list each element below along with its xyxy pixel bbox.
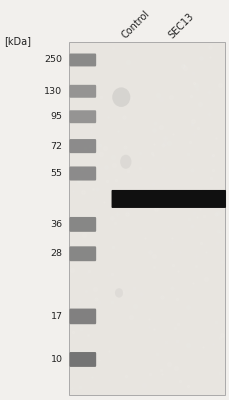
Text: SEC13: SEC13: [166, 11, 195, 40]
FancyBboxPatch shape: [69, 54, 96, 66]
Text: Control: Control: [120, 8, 152, 40]
FancyBboxPatch shape: [69, 166, 96, 180]
FancyBboxPatch shape: [69, 246, 96, 261]
FancyBboxPatch shape: [69, 217, 96, 232]
FancyBboxPatch shape: [69, 42, 225, 395]
Text: 130: 130: [44, 87, 63, 96]
Ellipse shape: [115, 288, 123, 298]
FancyBboxPatch shape: [69, 308, 96, 324]
Text: 55: 55: [50, 169, 63, 178]
Text: [kDa]: [kDa]: [4, 36, 31, 46]
Text: 36: 36: [50, 220, 63, 229]
FancyBboxPatch shape: [69, 85, 96, 98]
FancyBboxPatch shape: [69, 139, 96, 153]
Text: 10: 10: [50, 355, 63, 364]
FancyBboxPatch shape: [69, 110, 96, 123]
FancyBboxPatch shape: [112, 190, 226, 208]
Text: 28: 28: [50, 249, 63, 258]
Text: 72: 72: [50, 142, 63, 150]
FancyBboxPatch shape: [69, 352, 96, 367]
Text: 17: 17: [50, 312, 63, 321]
Text: 95: 95: [50, 112, 63, 121]
Ellipse shape: [112, 87, 130, 107]
Text: 250: 250: [44, 56, 63, 64]
Ellipse shape: [120, 155, 131, 169]
